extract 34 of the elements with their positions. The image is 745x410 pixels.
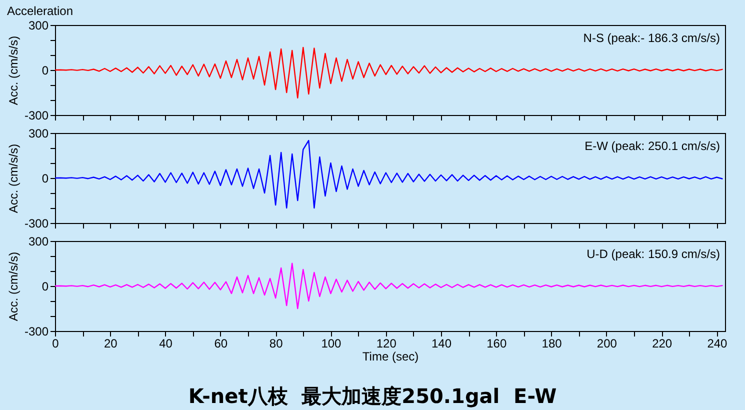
x-tick-label: 220 bbox=[652, 336, 672, 350]
y-tick-label: -300 bbox=[24, 108, 49, 122]
x-tick-label: 0 bbox=[52, 336, 60, 350]
x-tick-label: 20 bbox=[104, 336, 118, 350]
x-tick-label: 120 bbox=[376, 336, 397, 350]
annotation: U-D (peak: 150.9 cm/s/s) bbox=[586, 247, 720, 261]
x-tick-label: 60 bbox=[214, 336, 228, 350]
line-series bbox=[55, 46, 723, 98]
annotation: N-S (peak:- 186.3 cm/s/s) bbox=[583, 31, 720, 45]
y-tick-label: 300 bbox=[28, 18, 49, 32]
y-tick-label: 0 bbox=[42, 280, 49, 294]
y-tick-label: -300 bbox=[24, 324, 49, 338]
line-series bbox=[55, 262, 723, 310]
y-tick-label: 300 bbox=[28, 126, 49, 140]
y-axis-title: Acc. (cm/s/s) bbox=[6, 36, 20, 106]
y-tick-label: 300 bbox=[28, 234, 49, 248]
y-tick-label: -300 bbox=[24, 216, 49, 230]
x-tick-label: 240 bbox=[707, 336, 728, 350]
x-tick-label: 100 bbox=[321, 336, 342, 350]
y-tick-label: 0 bbox=[42, 64, 49, 78]
y-axis-title: Acc. (cm/s/s) bbox=[6, 144, 20, 214]
x-tick-label: 40 bbox=[159, 336, 173, 350]
y-axis-title: Acc. (cm/s/s) bbox=[6, 252, 20, 322]
x-tick-label: 140 bbox=[431, 336, 452, 350]
chart-title: Acceleration bbox=[6, 4, 74, 18]
text: K-net八枝 最大加速度250.1gal E-W bbox=[187, 383, 558, 410]
line-series bbox=[55, 140, 723, 209]
x-tick-label: 200 bbox=[596, 336, 618, 350]
y-tick-label: 0 bbox=[42, 172, 49, 186]
x-tick-label: 80 bbox=[269, 336, 284, 350]
x-axis-title: Time (sec) bbox=[362, 350, 419, 364]
x-tick-label: 160 bbox=[486, 336, 507, 350]
annotation: E-W (peak: 250.1 cm/s/s) bbox=[584, 139, 720, 153]
x-tick-label: 180 bbox=[542, 336, 562, 350]
